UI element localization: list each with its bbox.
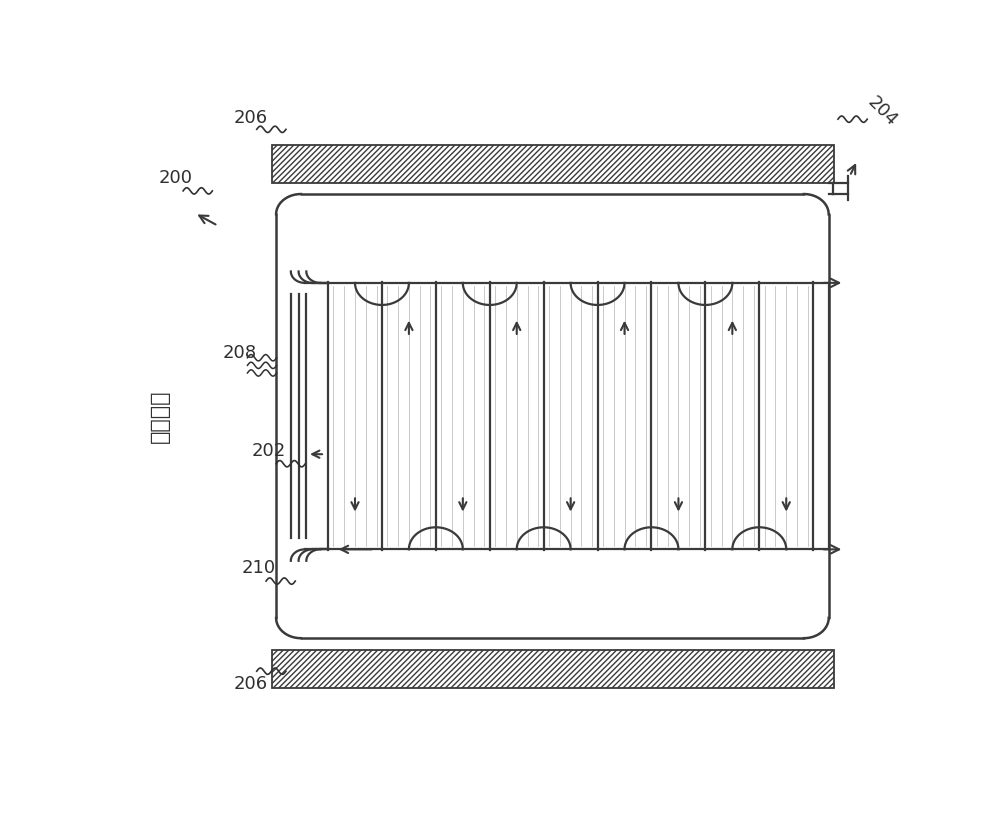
- Text: 210: 210: [241, 559, 275, 578]
- Text: 气体流动: 气体流动: [150, 390, 170, 442]
- Text: 206: 206: [233, 109, 268, 127]
- Bar: [272, 144, 834, 183]
- Text: 200: 200: [158, 169, 192, 187]
- Text: 208: 208: [223, 344, 257, 362]
- Text: 202: 202: [251, 442, 286, 460]
- Text: 206: 206: [233, 675, 268, 693]
- Bar: [272, 649, 834, 688]
- Text: 204: 204: [864, 93, 901, 130]
